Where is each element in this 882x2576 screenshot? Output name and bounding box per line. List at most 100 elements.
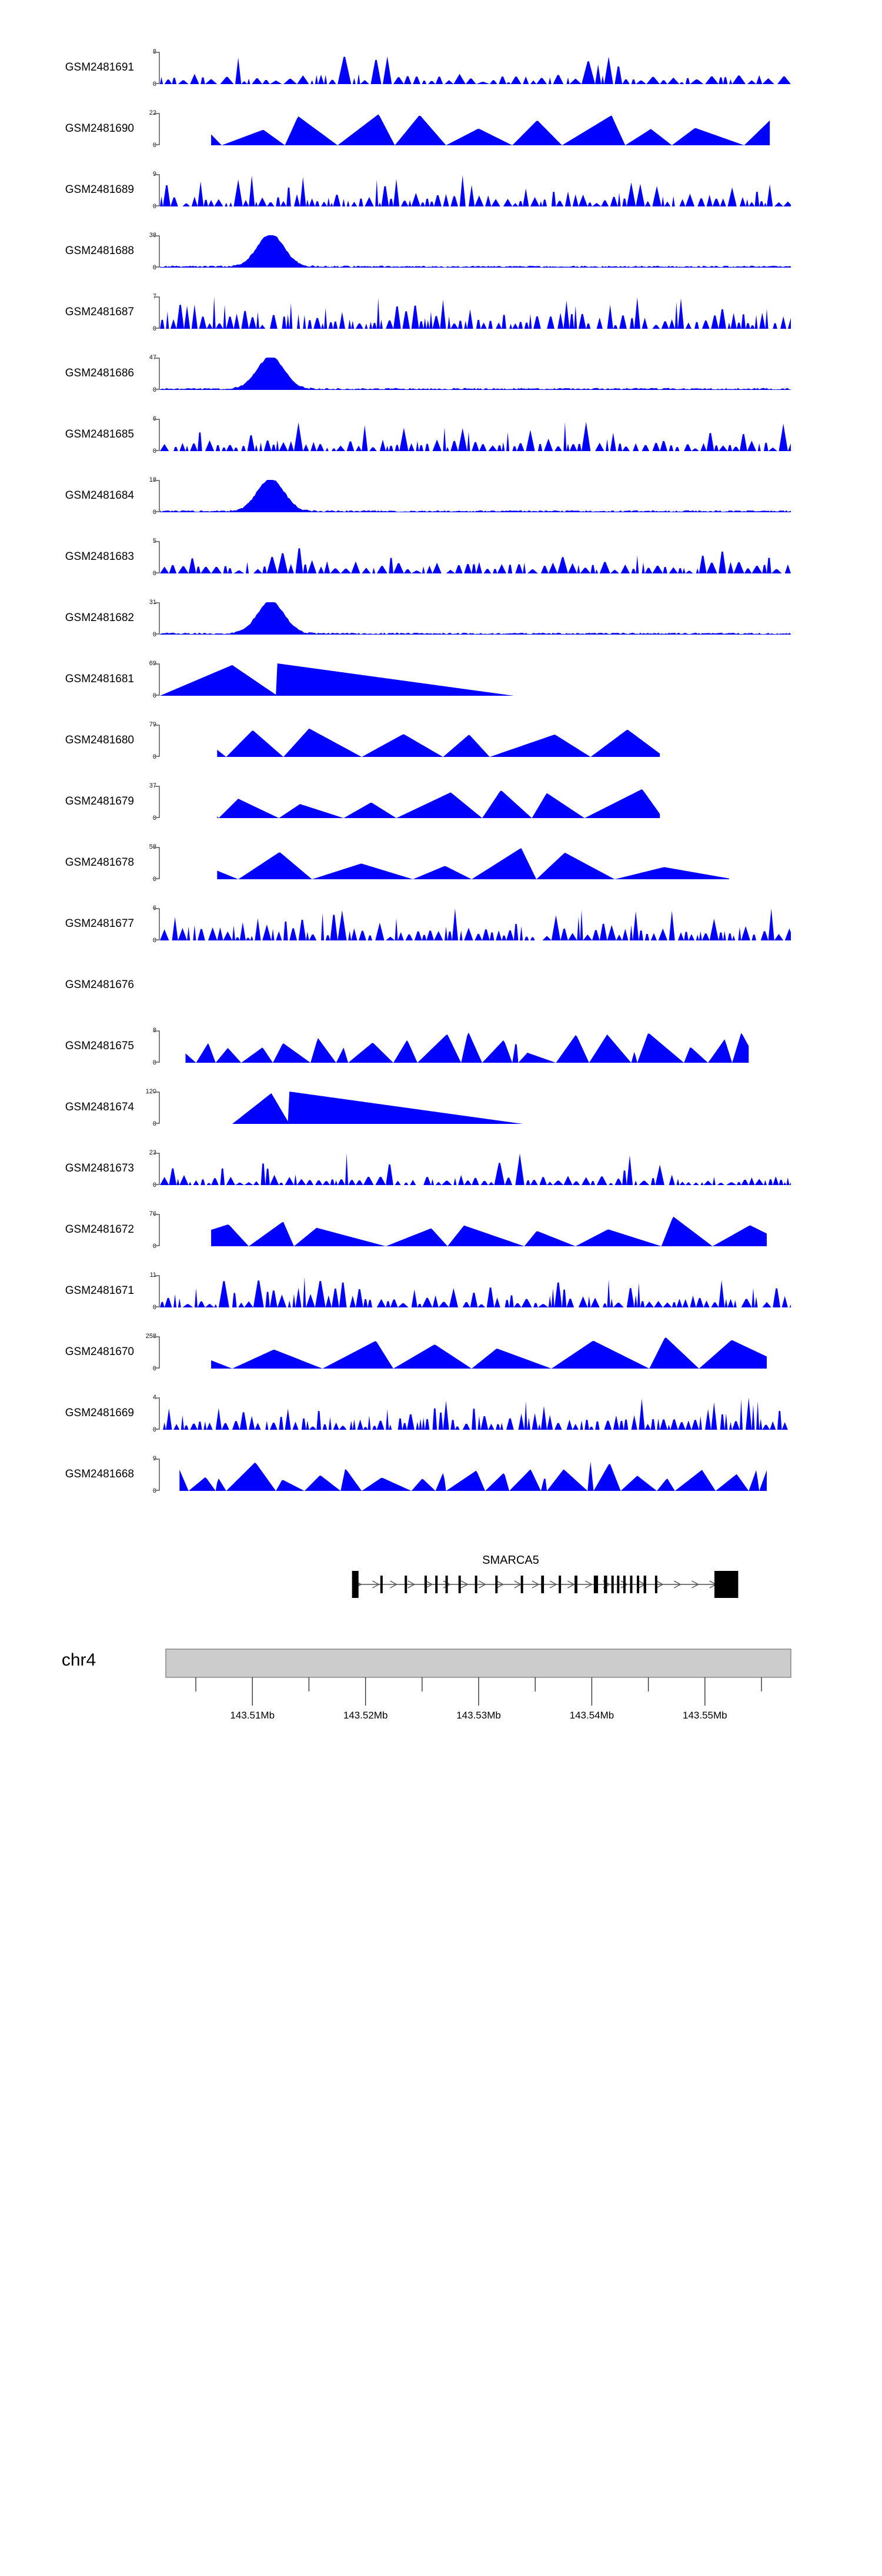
exon-box [654, 1576, 657, 1593]
y-axis-min-label: 0 [152, 876, 156, 883]
y-axis-labels: 76 0 [136, 1211, 158, 1250]
exon-box [475, 1576, 477, 1593]
coverage-polygon [211, 1337, 767, 1369]
y-axis-tick-top [154, 908, 160, 909]
y-axis-tick-top [154, 296, 160, 298]
coverage-polygon-svg [160, 548, 791, 573]
coverage-polygon-svg [160, 908, 791, 940]
track-label-gsm2481685: GSM2481685 [65, 428, 134, 441]
y-axis-min-label: 0 [152, 509, 156, 516]
y-axis-min-label: 0 [152, 631, 156, 638]
y-axis-labels: 18 0 [136, 477, 158, 516]
y-axis-tick-top [154, 663, 160, 665]
coverage-polygon-svg [160, 175, 791, 206]
coverage-track-row: GSM2481681 69 0 [0, 660, 882, 699]
y-axis-tick-top [154, 358, 160, 359]
exon-box [405, 1576, 407, 1593]
y-axis-line [159, 786, 160, 818]
coverage-polygon-svg [185, 1032, 749, 1063]
coverage-track-row: GSM2481690 22 0 [0, 109, 882, 149]
strand-arrow-icon [620, 1580, 629, 1589]
y-axis-min-label: 0 [152, 1059, 156, 1066]
coverage-polygon-svg [217, 848, 729, 879]
y-axis-tick-bottom [154, 1306, 160, 1307]
coverage-polygon-svg [211, 1337, 767, 1369]
y-axis-line [159, 1459, 160, 1491]
track-label-gsm2481682: GSM2481682 [65, 611, 134, 624]
exon-box [714, 1571, 739, 1598]
chromosome-axis-track: chr4 143.51Mb 143.52Mb 143.53Mb 143.54Mb 143… [0, 1633, 882, 1750]
coverage-polygon [160, 480, 791, 512]
y-axis-line [159, 1030, 160, 1063]
coverage-polygon [160, 1153, 791, 1185]
y-axis-min-label: 0 [152, 1304, 156, 1311]
coverage-polygon-svg [232, 1092, 523, 1124]
y-axis-min-label: 0 [152, 753, 156, 760]
coverage-track-row: GSM248167580 [0, 1027, 882, 1066]
y-axis-line [159, 296, 160, 329]
y-axis-line [159, 1275, 160, 1307]
coverage-track-row: GSM2481679 37 0 [0, 783, 882, 822]
y-axis-min-label: 0 [152, 1120, 156, 1127]
y-axis-tick-bottom [154, 1123, 160, 1124]
coverage-track-row: GSM248168350 [0, 538, 882, 577]
y-axis-labels: 90 [136, 171, 158, 210]
y-axis-labels: 23 0 [136, 1150, 158, 1189]
coverage-track-row: GSM2481686 47 0 [0, 354, 882, 393]
track-label-gsm2481672: GSM2481672 [65, 1223, 134, 1236]
coverage-polygon [160, 663, 514, 696]
strand-arrow-icon [585, 1580, 593, 1589]
coverage-track-row: GSM248168770 [0, 293, 882, 332]
coverage-polygon [211, 114, 770, 145]
coverage-plot-area [160, 725, 791, 757]
strand-arrow-icon [407, 1580, 416, 1589]
y-axis-labels: 22 0 [136, 109, 158, 149]
y-axis-tick-top [154, 786, 160, 787]
strand-arrow-icon [390, 1580, 398, 1589]
y-axis-max-label: 47 [149, 354, 156, 361]
track-label-gsm2481676: GSM2481676 [65, 978, 134, 991]
axis-tick-label: 143.53Mb [456, 1710, 501, 1721]
coverage-plot-area [160, 847, 791, 879]
track-label-gsm2481679: GSM2481679 [65, 795, 134, 807]
y-axis-tick-bottom [154, 939, 160, 940]
y-axis-tick-top [154, 1397, 160, 1399]
track-label-gsm2481684: GSM2481684 [65, 489, 134, 502]
coverage-polygon [217, 848, 729, 879]
track-label-gsm2481670: GSM2481670 [65, 1345, 134, 1358]
y-axis-line [159, 1397, 160, 1430]
axis-tick-label: 143.51Mb [230, 1710, 275, 1721]
y-axis-tick-bottom [154, 1062, 160, 1063]
y-axis-min-label: 0 [152, 264, 156, 271]
coverage-polygon-svg [160, 1277, 791, 1307]
y-axis-tick-top [154, 1336, 160, 1337]
exon-box [617, 1576, 620, 1593]
exon-box [520, 1576, 523, 1593]
y-axis-labels: 70 [136, 293, 158, 332]
coverage-polygon-svg [217, 789, 660, 818]
coverage-track-row: GSM2481682 31 0 [0, 599, 882, 638]
y-axis-tick-bottom [154, 83, 160, 84]
coverage-polygon [160, 235, 791, 268]
y-axis-tick-top [154, 1275, 160, 1276]
y-axis-tick-top [154, 419, 160, 420]
y-axis-max-label: 38 [149, 232, 156, 239]
y-axis-max-label: 11 [149, 1272, 156, 1279]
coverage-track-row: GSM248166940 [0, 1394, 882, 1433]
y-axis-line [159, 663, 160, 696]
y-axis-max-label: 31 [149, 599, 156, 606]
coverage-polygon [160, 56, 791, 84]
coverage-plot-area [160, 419, 791, 451]
gene-name-label: SMARCA5 [482, 1554, 539, 1567]
strand-arrow-icon [479, 1580, 486, 1589]
y-axis-line [159, 602, 160, 635]
exon-box [611, 1576, 614, 1593]
y-axis-max-label: 22 [149, 109, 156, 116]
coverage-plot-area [160, 1336, 791, 1369]
y-axis-labels: 60 [136, 416, 158, 455]
gene-annotation-track: SMARCA5 [0, 1550, 882, 1621]
coverage-plot-area [160, 480, 791, 512]
coverage-plot-area [160, 52, 791, 84]
track-label-gsm2481669: GSM2481669 [65, 1406, 134, 1419]
coverage-track-row: GSM2481672 76 0 [0, 1211, 882, 1250]
